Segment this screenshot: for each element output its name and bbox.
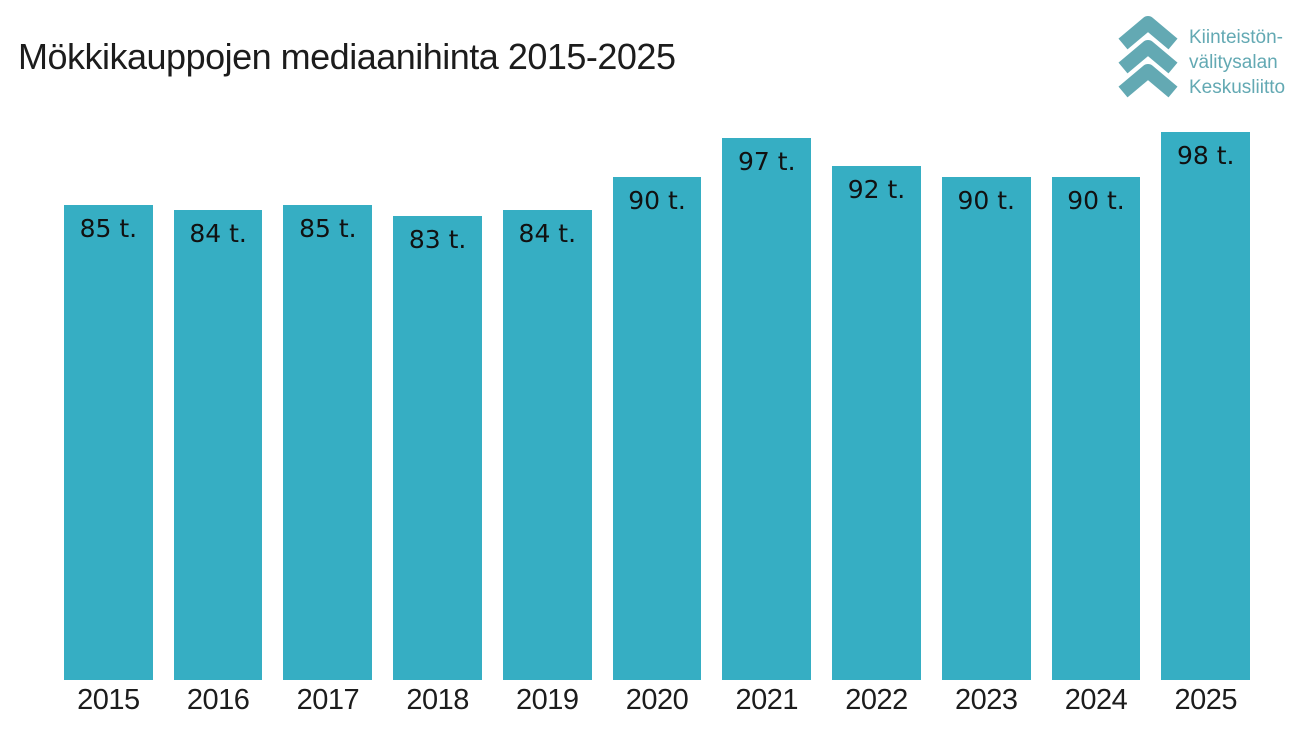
bar-value-label: 85 t.: [79, 213, 138, 243]
logo-text-line: välitysalan: [1189, 52, 1278, 73]
logo-text-line: Keskusliitto: [1189, 77, 1286, 98]
bar-value-label: 85 t.: [299, 213, 357, 243]
x-axis: 2015 2016 2017 2018 2019 2020 2021 2022 2023 2024…: [64, 684, 1250, 717]
x-axis-label: 2025: [1174, 684, 1237, 716]
bar-value-label: 92 t.: [847, 174, 906, 204]
x-axis-label: 2021: [735, 684, 799, 716]
bar-value-label: 98 t.: [1176, 141, 1235, 170]
bar-value-label: 90 t.: [957, 185, 1015, 215]
bar-2025: 98 t.: [1161, 132, 1251, 680]
bar-2015: 85 t.: [64, 204, 153, 680]
x-axis-label: 2018: [406, 684, 469, 716]
bar-value-label: 90 t.: [1067, 185, 1125, 215]
x-axis-label: 2016: [186, 684, 250, 716]
bar-value-label: 83 t.: [408, 224, 467, 254]
x-axis-label: 2019: [516, 684, 579, 716]
x-axis-label: 2017: [296, 684, 360, 716]
bar-value-label: 84 t.: [518, 219, 577, 249]
bar-2023: 90 t.: [941, 176, 1031, 680]
page-title: Mökkikauppojen mediaanihinta 2015-2025: [18, 36, 676, 77]
x-axis-label: 2015: [77, 684, 140, 716]
bar-2022: 92 t.: [832, 165, 921, 680]
x-axis-label: 2020: [625, 684, 689, 716]
bar-value-label: 84 t.: [189, 219, 247, 249]
bar-2017: 85 t.: [283, 204, 373, 680]
kvkl-logo: Kiinteistön- välitysalan Keskusliitto: [1116, 14, 1285, 102]
x-axis-label: 2022: [845, 684, 908, 716]
bar-2016: 84 t.: [173, 210, 263, 680]
bar-2019: 84 t.: [502, 210, 592, 680]
x-axis-label: 2023: [954, 684, 1018, 716]
triple-chevron-up-icon: [1118, 16, 1178, 98]
x-axis-label: 2024: [1064, 684, 1128, 716]
bar-2024: 90 t.: [1051, 176, 1141, 680]
logo-text: Kiinteistön- välitysalan Keskusliitto: [1189, 25, 1285, 100]
bar-value-label: 90 t.: [628, 185, 686, 215]
bar-2021: 97 t.: [722, 137, 812, 680]
logo-text-line: Kiinteistön-: [1189, 27, 1283, 48]
bar-2020: 90 t.: [612, 176, 702, 680]
bar-chart: 85 t. 84 t. 85 t. 83 t. 84 t. 90 t. 97 t. 92 t.…: [64, 132, 1251, 680]
bar-value-label: 97 t.: [738, 146, 796, 176]
bar-2018: 83 t.: [393, 215, 482, 680]
